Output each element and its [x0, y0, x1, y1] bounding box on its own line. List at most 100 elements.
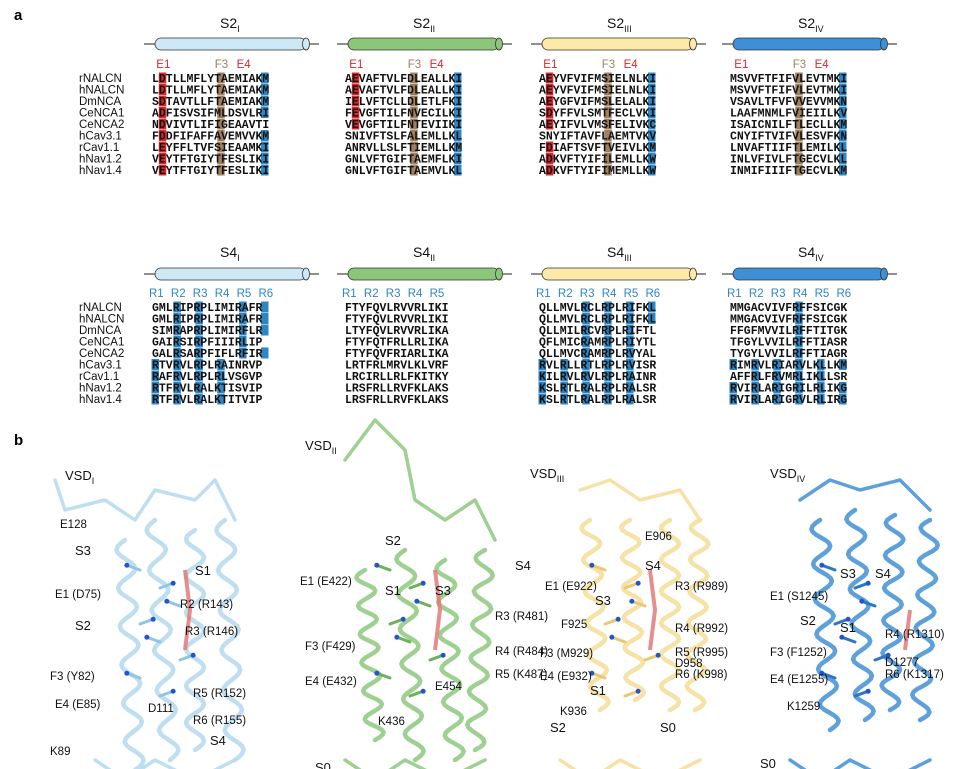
- sidechain-atom: [589, 670, 595, 676]
- vsd-residue-label: E906: [645, 531, 672, 543]
- s2-sequence-row: MSVVFTFIFVLEVTMKI: [730, 73, 847, 86]
- residue-highlight: [410, 95, 418, 107]
- sidechain-atom: [164, 598, 170, 604]
- residue-highlight: [261, 130, 269, 141]
- vsd-residue-label: F3 (M929): [540, 648, 593, 660]
- residue-highlight: [839, 393, 847, 405]
- residue-highlight: [151, 370, 159, 382]
- s4-sequence-row: RVIRLARIGRVLRLIRG: [730, 394, 847, 407]
- residue-highlight: [261, 347, 269, 359]
- species-name: rCav1.1: [79, 371, 119, 383]
- helix-cylinder: [541, 37, 694, 51]
- residue-highlight: [545, 72, 554, 84]
- s4-sequence-row: FTYFQVLRVVRLIKI: [345, 314, 449, 327]
- s2-sequence-row: AEYVFVIFMSIELNLKI: [539, 73, 656, 86]
- residue-highlight: [239, 324, 247, 336]
- s4-sequence-row: KILRVLRVLRPLRAINR: [539, 371, 656, 384]
- s2-sequence-row: AEYGFVIFMSLELALKI: [539, 96, 656, 109]
- s4-sequence-row: SIMRAPRPLIMIRFLR: [152, 325, 263, 338]
- s4-block-title: S4III: [607, 244, 632, 263]
- sidechain-atom: [420, 580, 426, 586]
- s2-sequence-row: ANRVLLSLFTIEMLLKM: [345, 142, 462, 155]
- sidechain-atom: [414, 598, 420, 604]
- s2-block-title: S2III: [607, 15, 632, 34]
- s4-sequence-row: GALRSARPFIFLRFIR: [152, 348, 263, 361]
- s4-sequence-row: QFLMICRAMRPLRIYTL: [539, 337, 656, 350]
- residue-highlight: [795, 141, 803, 153]
- s2-residue-label: E1: [734, 59, 748, 71]
- s2-sequence-row: INMIFIIIFTGECVLKM: [730, 165, 847, 178]
- residue-highlight: [795, 164, 803, 176]
- helix-cylinder: [732, 267, 885, 281]
- residue-highlight: [410, 153, 418, 164]
- s2-sequence-row: CNYIFTVIFVLESVFKN: [730, 131, 847, 144]
- vsd-residue-label: E1 (S1245): [770, 591, 828, 603]
- s4-residue-label: R1: [149, 288, 164, 300]
- residue-highlight: [729, 393, 737, 405]
- sidechain-atom: [170, 688, 176, 694]
- s4-block-title: S4IV: [798, 244, 824, 263]
- residue-highlight: [351, 118, 360, 130]
- s2-sequence-row: FEVGFTILFNVECILKI: [345, 108, 462, 121]
- residue-highlight: [351, 95, 360, 107]
- residue-highlight: [217, 72, 225, 84]
- vsd-residue-label: R3 (R146): [185, 626, 238, 638]
- s4-sequence-row: QLLMVLRCLRPLRIFKL: [539, 314, 656, 327]
- vsd-structure-4: VSDIV S3 S4 E1 (S1245) S2 S1 R4 (R1310) F3 (F12…: [760, 466, 945, 769]
- protein-ribbon: [910, 517, 940, 723]
- residue-highlight: [261, 107, 269, 118]
- residue-highlight: [839, 164, 847, 176]
- residue-highlight: [351, 84, 360, 95]
- residue-highlight: [217, 382, 225, 393]
- residue-highlight: [454, 153, 462, 164]
- s4-sequence-row: FFGFMVVILRFFTITGK: [730, 325, 847, 338]
- sidechain-atom: [124, 670, 130, 676]
- residue-highlight: [261, 153, 269, 164]
- residue-highlight: [795, 370, 803, 382]
- residue-highlight: [454, 141, 462, 153]
- residue-highlight: [261, 95, 269, 107]
- s4-sequence-row: FTYFQTFRLLRLIKA: [345, 337, 449, 350]
- residue-highlight: [454, 130, 462, 141]
- vsd-residue-label: E1 (D75): [55, 589, 101, 601]
- helix-cylinder: [154, 37, 307, 51]
- residue-highlight: [158, 72, 167, 84]
- residue-highlight: [158, 118, 167, 130]
- species-name: hCav3.1: [79, 360, 122, 372]
- residue-highlight: [604, 370, 612, 382]
- helix-cylinder-end: [880, 267, 888, 281]
- protein-ribbon: [879, 512, 906, 713]
- residue-highlight: [538, 382, 546, 393]
- alignment-panel: S2ILDTLLMFLYTAEMIAKMLDTLLMFLYTAEMIAKMSDT…: [79, 15, 897, 407]
- residue-highlight: [626, 301, 634, 313]
- sidechain-atom: [819, 670, 825, 676]
- species-name: hNav1.4: [79, 165, 122, 177]
- s4-sequence-row: RTFRVLRALKTISVIP: [152, 383, 263, 396]
- protein-ribbon: [788, 758, 932, 769]
- s4-block-title: S4II: [413, 244, 435, 263]
- residue-highlight: [604, 324, 612, 336]
- residue-highlight: [604, 95, 612, 107]
- s4-residue-label: R5: [430, 288, 445, 300]
- residue-highlight: [538, 370, 546, 382]
- residue-highlight: [839, 359, 847, 370]
- residue-highlight: [195, 336, 203, 347]
- vsd-residue-label: F3 (Y82): [50, 671, 95, 683]
- vsd-residue-label: S3: [840, 566, 856, 581]
- residue-highlight: [626, 313, 634, 324]
- s2-sequence-row: NDVIVTLIFIGEAAVTI: [152, 119, 269, 132]
- residue-highlight: [454, 84, 462, 95]
- residue-highlight: [839, 153, 847, 164]
- residue-highlight: [239, 336, 247, 347]
- residue-highlight: [795, 107, 803, 118]
- sidechain-atom: [420, 688, 426, 694]
- s4-block-1: S4IGMLRIPRPLIMIRAFRGMLRIPRPLIMIRAFRSIMRA…: [144, 244, 319, 407]
- residue-highlight: [545, 141, 554, 153]
- species-name: hNav1.2: [79, 154, 122, 166]
- vsd-title: VSDIV: [770, 466, 805, 484]
- residue-highlight: [795, 313, 803, 324]
- residue-highlight: [217, 164, 225, 176]
- s4-residue-label: R4: [215, 288, 230, 300]
- residue-highlight: [545, 153, 554, 164]
- helix-cylinder: [154, 267, 307, 281]
